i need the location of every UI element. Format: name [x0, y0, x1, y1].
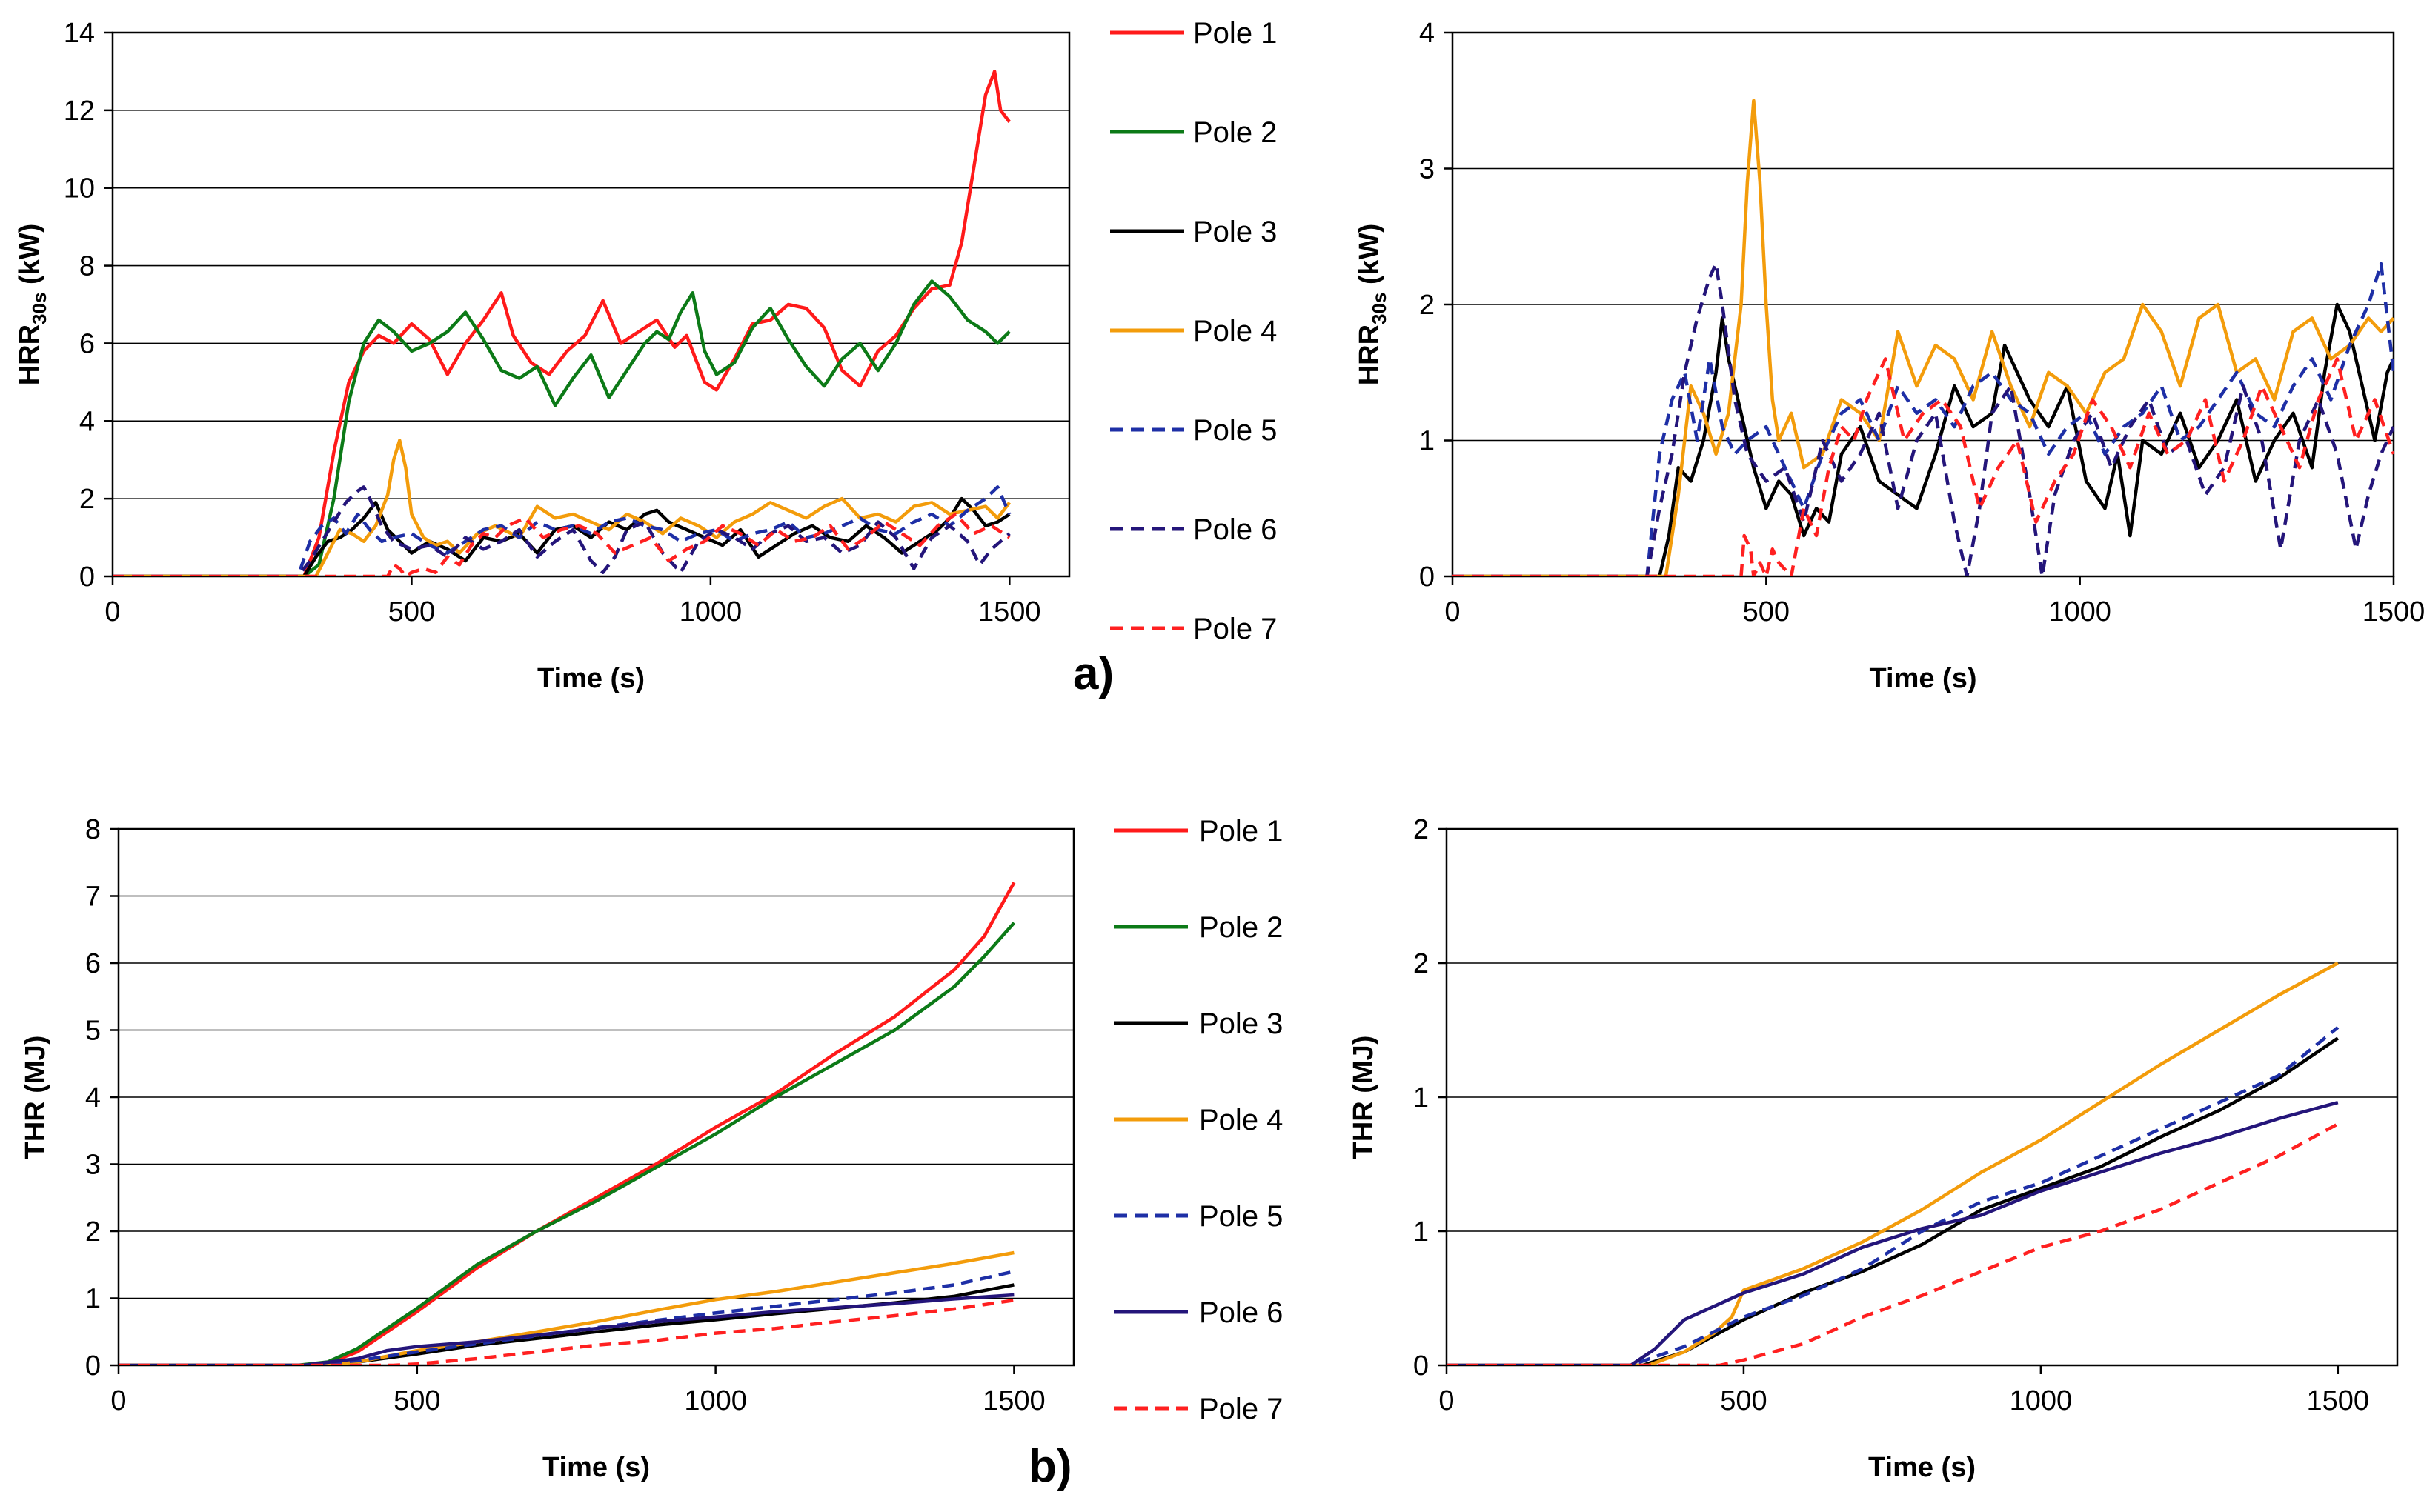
y-tick-label: 4: [85, 1082, 101, 1113]
legend-label: Pole 2: [1199, 911, 1283, 944]
y-tick-label: 14: [64, 18, 95, 49]
y-tick-label: 5: [85, 1016, 101, 1047]
series-line-pole-2: [113, 279, 1011, 576]
legend-label: Pole 6: [1199, 1296, 1283, 1329]
y-tick-label: 0: [1413, 1351, 1429, 1382]
legend-label: Pole 1: [1199, 815, 1283, 847]
legend-label: Pole 4: [1199, 1104, 1283, 1136]
legend-label: Pole 5: [1193, 414, 1277, 447]
y-tick-label: 4: [79, 406, 95, 437]
x-tick-label: 500: [1743, 596, 1790, 627]
y-tick-label: 8: [85, 814, 101, 845]
chart-hrr-left: 0 2 4 6 8 10 12 14 0 500 1000 1500 Time (s) HRR30s (k…: [14, 17, 1277, 699]
series-group: [119, 882, 1016, 1365]
chart-hrr-right: 0 1 2 3 4 0 500 1000 1500 Time (s) HRR30s (kW): [1354, 18, 2424, 694]
y-tick-label: 8: [79, 251, 95, 282]
y-axis-title: HRR30s (kW): [1354, 224, 1390, 386]
y-tick-label: 2: [1413, 948, 1429, 979]
series-group: [113, 70, 1012, 576]
series-line-pole-7: [113, 512, 1011, 576]
y-tick-label: 1: [1413, 1216, 1429, 1248]
y-tick-label: 2: [85, 1216, 101, 1248]
y-axis-title: THR (MJ): [20, 1036, 51, 1159]
y-tick-label: 6: [85, 948, 101, 979]
x-tick-label: 0: [104, 596, 120, 627]
y-tick-label: 7: [85, 882, 101, 913]
legend-label: Pole 7: [1193, 613, 1277, 645]
y-tick-label: 3: [1419, 154, 1435, 185]
chart-thr-left: 0 1 2 3 4 5 6 7 8 0 500 1000 1500 Time (s) THR (MJ) Pol…: [20, 814, 1283, 1492]
legend: Pole 1 Pole 2 Pole 3 Pole 4 Pole 5 Pole 6 Pole…: [1114, 815, 1283, 1425]
y-tick-label: 2: [79, 484, 95, 515]
x-axis-title: Time (s): [542, 1452, 650, 1483]
x-axis-title: Time (s): [1868, 1452, 1976, 1483]
legend-label: Pole 4: [1193, 315, 1277, 347]
x-tick-label: 1500: [983, 1385, 1046, 1416]
series-line-pole-6: [113, 485, 1011, 576]
series-line-pole-6: [119, 1293, 1015, 1365]
series-line-pole-6: [1452, 262, 2394, 576]
y-axis-title: HRR30s (kW): [14, 224, 50, 386]
x-tick-label: 500: [394, 1385, 440, 1416]
x-tick-label: 500: [1720, 1385, 1767, 1416]
legend-label: Pole 6: [1193, 513, 1277, 546]
series-line-pole-2: [119, 922, 1016, 1365]
x-tick-label: 0: [1438, 1385, 1454, 1416]
legend-label: Pole 3: [1199, 1008, 1283, 1040]
series-line-pole-7: [119, 1298, 1015, 1365]
series-line-pole-5: [1447, 1026, 2340, 1365]
series-line-pole-7: [1452, 357, 2394, 576]
x-tick-label: 1000: [684, 1385, 747, 1416]
legend-label: Pole 2: [1193, 116, 1277, 149]
y-tick-label: 10: [64, 173, 95, 204]
x-tick-label: 1500: [2362, 596, 2424, 627]
y-tick-label: 0: [85, 1351, 101, 1382]
legend: Pole 1 Pole 2 Pole 3 Pole 4 Pole 5 Pole 6 Pole…: [1110, 17, 1277, 645]
y-tick-label: 6: [79, 328, 95, 359]
x-tick-label: 1000: [2048, 596, 2111, 627]
series-line-pole-6: [1447, 1101, 2339, 1365]
x-tick-label: 1500: [978, 596, 1041, 627]
y-tick-label: 3: [85, 1150, 101, 1181]
series-line-pole-1: [113, 70, 1012, 576]
y-tick-label: 2: [1413, 814, 1429, 845]
y-tick-label: 12: [64, 96, 95, 127]
x-tick-label: 500: [388, 596, 435, 627]
x-tick-label: 1500: [2307, 1385, 2370, 1416]
series-group: [1447, 962, 2340, 1365]
series-line-pole-3: [113, 496, 1011, 576]
series-line-pole-4: [1452, 99, 2394, 576]
x-axis-title: Time (s): [537, 663, 645, 694]
chart-thr-right: 0 1 1 2 2 0 500 1000 1500 Time (s) THR (MJ): [1348, 814, 2399, 1483]
y-tick-label: 1: [1419, 426, 1435, 457]
legend-label: Pole 5: [1199, 1200, 1283, 1233]
series-line-pole-4: [113, 439, 1012, 576]
legend-label: Pole 1: [1193, 17, 1277, 50]
series-line-pole-7: [1447, 1122, 2339, 1365]
y-tick-label: 1: [1413, 1082, 1429, 1113]
series-line-pole-4: [119, 1250, 1015, 1365]
x-tick-label: 0: [110, 1385, 126, 1416]
series-line-pole-1: [119, 882, 1016, 1365]
plot-frame: [111, 31, 1071, 578]
panel-label: a): [1073, 648, 1114, 699]
x-tick-label: 1000: [2010, 1385, 2073, 1416]
y-tick-label: 0: [79, 562, 95, 593]
series-line-pole-4: [1447, 962, 2339, 1365]
series-group: [1452, 99, 2394, 576]
y-axis-title: THR (MJ): [1348, 1036, 1379, 1159]
x-axis-title: Time (s): [1869, 663, 1976, 694]
y-tick-label: 2: [1419, 290, 1435, 321]
y-tick-label: 0: [1419, 562, 1435, 593]
panel-label: b): [1029, 1441, 1072, 1492]
x-tick-label: 0: [1444, 596, 1460, 627]
legend-label: Pole 3: [1193, 216, 1277, 248]
x-tick-label: 1000: [680, 596, 743, 627]
y-tick-label: 4: [1419, 18, 1435, 49]
legend-label: Pole 7: [1199, 1393, 1283, 1425]
y-tick-label: 1: [85, 1284, 101, 1315]
